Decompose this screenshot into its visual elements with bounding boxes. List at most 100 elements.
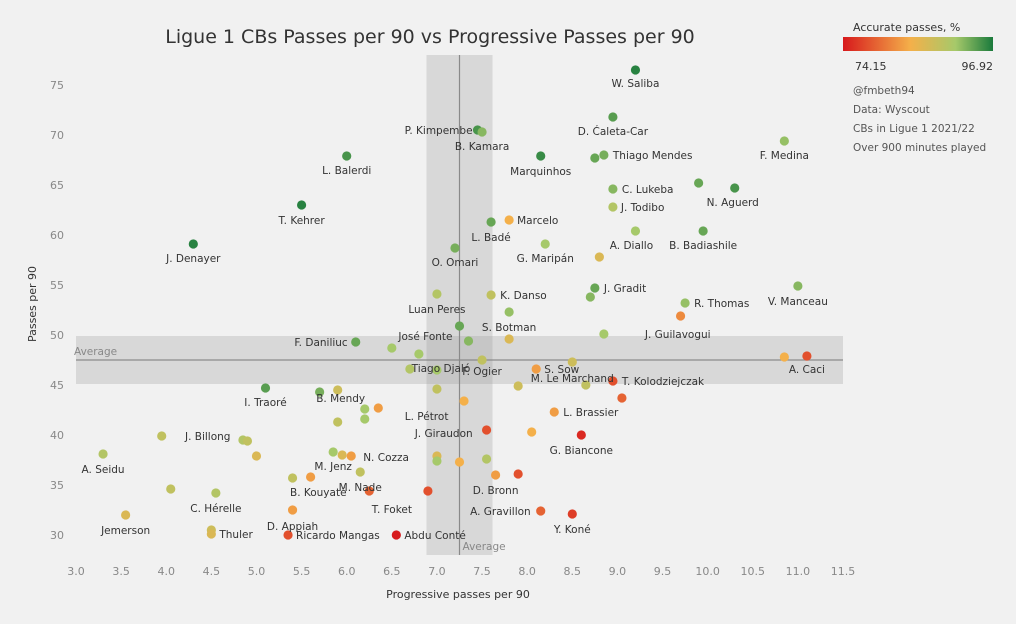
data-point [477,355,487,365]
x-tick-label: 3.5 [112,565,130,578]
data-point [450,243,460,253]
point-label: Jemerson [100,525,150,537]
data-point [608,184,618,194]
data-point [486,290,496,300]
point-label: F. Ogier [462,366,502,378]
data-point [387,343,397,353]
data-point [599,329,609,339]
data-point [346,451,356,461]
point-label: L. Balerdi [322,165,371,177]
y-axis-label: Passes per 90 [26,266,39,342]
legend-color-bar [843,37,993,51]
y-tick-label: 75 [50,79,64,92]
point-label: C. Lukeba [622,184,674,196]
x-tick-label: 5.0 [248,565,266,578]
point-label: D. Bronn [473,485,519,497]
data-point [698,226,708,236]
x-tick-label: 8.5 [564,565,582,578]
point-label: T. Foket [371,504,412,516]
point-label: José Fonte [397,331,452,343]
average-x-label: Average [463,541,506,553]
point-label: T. Kolodziejczak [621,376,705,388]
data-point [306,472,316,482]
data-point [157,431,167,441]
data-point [581,380,591,390]
x-tick-label: 6.0 [338,565,356,578]
data-point [391,530,401,540]
data-point [504,215,514,225]
y-tick-label: 35 [50,479,64,492]
data-point [599,150,609,160]
data-point [567,357,577,367]
point-label: M. Jenz [314,461,352,473]
y-tick-label: 55 [50,279,64,292]
x-tick-label: 9.5 [654,565,672,578]
annotation-author: @fmbeth94 [853,85,915,97]
y-tick-label: 65 [50,179,64,192]
point-label: K. Danso [500,290,547,302]
point-label: A. Gravillon [470,506,531,518]
data-point [576,430,586,440]
data-point [373,403,383,413]
x-tick-label: 7.5 [473,565,491,578]
point-label: F. Medina [760,150,809,162]
data-point [287,473,298,483]
data-point [608,202,618,212]
data-point [333,417,343,427]
point-label: J. Todibo [620,202,665,214]
data-point [342,151,352,161]
point-label: G. Maripán [517,253,574,265]
point-label: N. Cozza [363,452,409,464]
point-label: W. Saliba [612,78,660,90]
point-label: Luan Peres [408,304,465,316]
point-label: L. Pétrot [405,411,449,423]
point-label: C. Hérelle [190,503,241,515]
point-label: S. Botman [482,322,536,334]
data-point [454,321,465,331]
data-point [694,178,704,188]
data-point [296,200,307,210]
point-label: Y. Koné [553,524,591,536]
data-point [779,352,789,362]
data-point [730,183,740,193]
y-tick-label: 70 [50,129,64,142]
annotation-scope: CBs in Ligue 1 2021/22 [853,123,975,135]
data-point [567,509,577,519]
point-label: D. Ćaleta-Car [578,125,649,138]
x-axis-label: Progressive passes per 90 [386,588,530,601]
data-point [364,486,374,496]
point-label: J. Guilavogui [644,329,711,341]
data-point [481,454,492,464]
data-point [585,292,595,302]
point-label: J. Gradit [603,283,646,295]
point-label: M. Le Marchand [531,373,614,385]
data-point [283,530,293,540]
point-label: V. Manceau [768,296,828,308]
data-point [608,376,618,386]
point-label: B. Kouyaté [290,487,347,499]
data-point [802,351,812,361]
x-tick-label: 4.0 [157,565,175,578]
data-point [594,252,604,262]
data-point [675,311,686,321]
data-point [251,451,262,461]
data-point [513,469,523,479]
data-point [432,289,442,299]
average-y-label: Average [74,346,117,358]
data-point [486,217,496,227]
data-point [315,387,325,397]
data-point [617,393,627,403]
data-point [527,427,537,437]
legend-max: 96.92 [962,60,994,73]
data-point [513,381,523,391]
data-point [414,349,424,359]
point-label: A. Seidu [82,464,125,476]
data-point [360,404,370,414]
data-point [188,239,198,249]
y-tick-label: 30 [50,529,64,542]
x-tick-label: 10.0 [695,565,720,578]
data-point [793,281,803,291]
point-label: A. Diallo [610,240,653,252]
